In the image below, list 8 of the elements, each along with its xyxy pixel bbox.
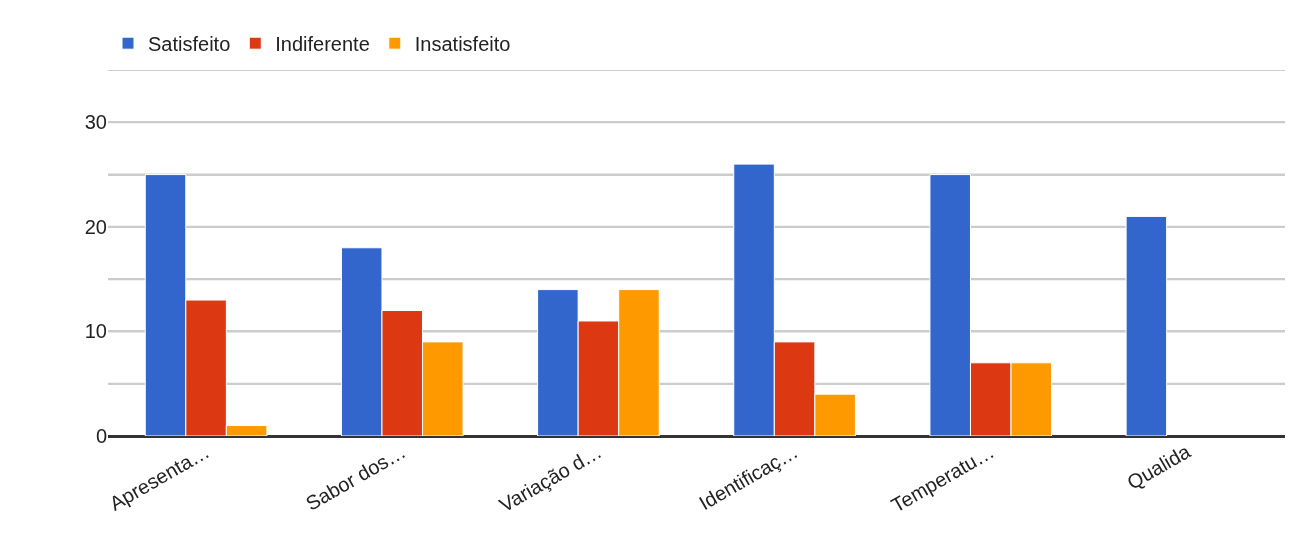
y-tick-label: 10 — [84, 320, 107, 343]
y-tick-label: 20 — [84, 215, 107, 238]
y-tick-label: 0 — [95, 425, 107, 447]
legend-label: Indiferente — [275, 32, 370, 55]
legend-label: Satisfeito — [148, 32, 231, 55]
legend-label: Insatisfeito — [414, 32, 511, 55]
y-tick-label: 30 — [84, 111, 107, 134]
bar — [1125, 215, 1168, 436]
